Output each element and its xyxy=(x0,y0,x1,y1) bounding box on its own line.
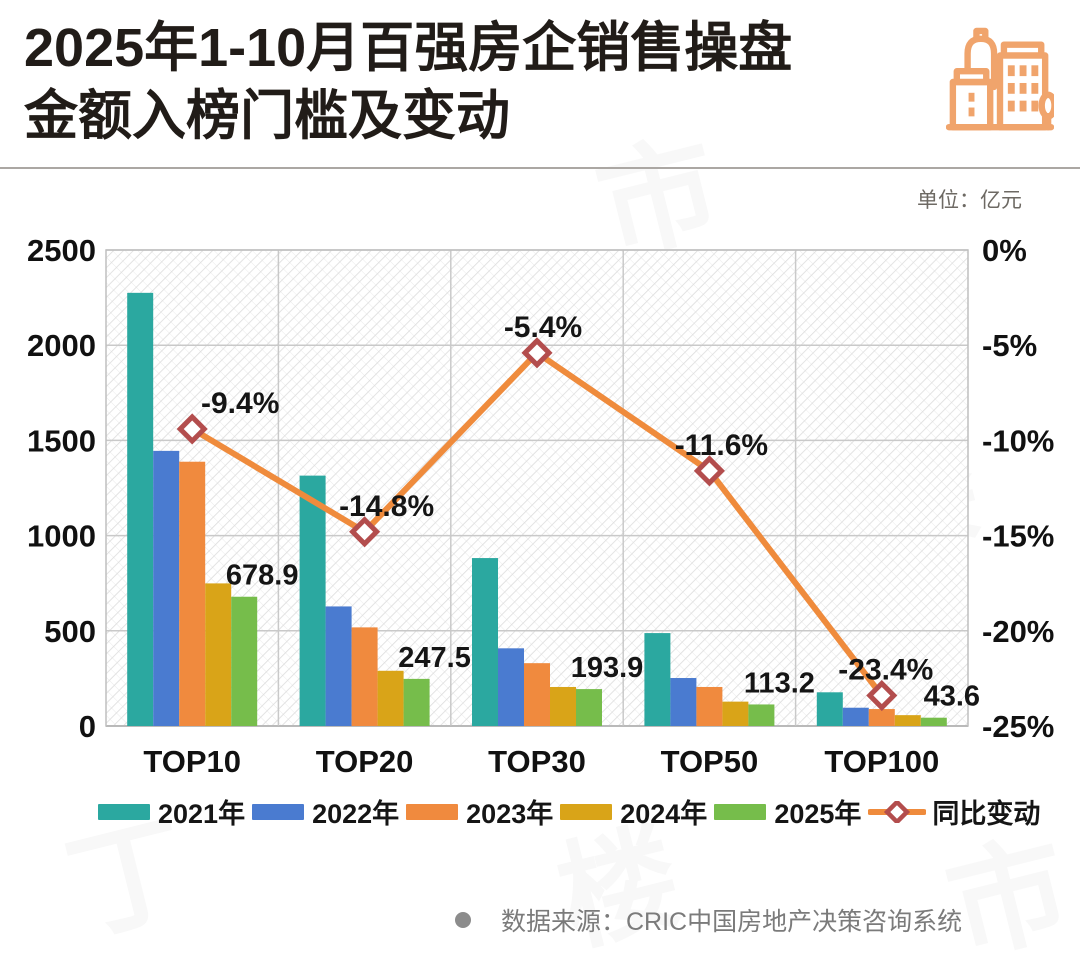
line-value-label: -14.8% xyxy=(339,490,434,523)
legend-label: 2022年 xyxy=(312,799,400,829)
left-axis-tick: 1000 xyxy=(27,519,96,554)
category-label: TOP10 xyxy=(143,744,241,779)
left-axis-tick: 500 xyxy=(44,614,96,649)
bullet-icon xyxy=(455,912,471,928)
bar-2024年-TOP50 xyxy=(722,701,749,726)
bar-2025年-TOP50 xyxy=(748,704,775,726)
right-axis-tick: -20% xyxy=(982,614,1054,649)
bar-2021年-TOP10 xyxy=(127,292,154,726)
bar-2021年-TOP100 xyxy=(816,692,843,726)
bar-2025年-TOP30 xyxy=(576,689,602,726)
line-marker-diamond xyxy=(693,455,725,487)
category-label: TOP100 xyxy=(824,744,939,779)
bar-2024年-TOP20 xyxy=(377,670,404,726)
watermark-text: 楼 xyxy=(545,810,693,968)
divider-line xyxy=(0,167,1080,169)
legend-label: 2024年 xyxy=(620,799,708,829)
bar-2021年-TOP30 xyxy=(472,558,498,726)
unit-label: 单位：亿元 xyxy=(917,189,1022,212)
page-title-line2: 金额入榜门槛及变动 xyxy=(24,86,510,147)
line-marker-diamond xyxy=(866,679,898,712)
bar-2022年-TOP10 xyxy=(153,450,180,726)
bar-value-label: 193.9 xyxy=(571,652,644,684)
bar-2022年-TOP100 xyxy=(842,707,869,726)
bar-2023年-TOP10 xyxy=(179,461,206,726)
bar-2023年-TOP20 xyxy=(351,627,378,726)
bar-2022年-TOP20 xyxy=(325,606,352,726)
bar-2025年-TOP100 xyxy=(920,717,947,726)
bar-2025年-TOP10 xyxy=(231,596,258,726)
line-value-label: -11.6% xyxy=(675,429,768,462)
bar-2024年-TOP30 xyxy=(550,686,576,726)
right-axis-tick: -10% xyxy=(982,423,1054,458)
bar-2022年-TOP30 xyxy=(498,648,524,726)
right-axis-tick: -5% xyxy=(982,328,1037,363)
bar-2023年-TOP30 xyxy=(524,663,550,726)
legend-label: 同比变动 xyxy=(932,799,1041,829)
line-value-label: -23.4% xyxy=(838,654,933,687)
right-axis-tick: -15% xyxy=(982,519,1054,554)
legend-label: 2021年 xyxy=(158,799,246,829)
bar-2023年-TOP100 xyxy=(868,709,895,726)
left-axis-tick: 2500 xyxy=(27,233,96,268)
line-marker-diamond xyxy=(521,337,553,369)
chart-canvas: 2500 2000 1500 1000 500 0 0% -5% -10% -15% -20% -25… xyxy=(27,233,1054,779)
left-axis-tick: 2000 xyxy=(27,328,96,363)
watermark-text: 市 xyxy=(935,820,1080,975)
category-label: TOP30 xyxy=(488,744,586,779)
bar-2024年-TOP100 xyxy=(894,715,921,726)
line-marker-diamond xyxy=(349,516,381,548)
legend-swatch xyxy=(714,803,767,820)
line-value-label: -9.4% xyxy=(201,387,279,420)
legend-item-2025年: 2025年 xyxy=(714,792,861,831)
bar-2025年-TOP20 xyxy=(403,678,430,726)
buildings-icon xyxy=(945,26,1058,143)
legend-line-marker-icon xyxy=(868,800,927,823)
bar-2022年-TOP50 xyxy=(670,678,697,726)
bar-value-label: 113.2 xyxy=(744,667,815,699)
bar-2021年-TOP50 xyxy=(644,633,671,726)
legend-item-2022年: 2022年 xyxy=(252,792,399,831)
legend-item-2023年: 2023年 xyxy=(406,792,553,831)
category-label: TOP50 xyxy=(661,744,759,779)
chart-legend: 2021年 2022年 2023年 2024年 2025年 同比变动 xyxy=(98,792,1058,831)
legend-swatch xyxy=(252,803,305,820)
legend-item-同比变动: 同比变动 xyxy=(868,792,1040,831)
line-marker-diamond xyxy=(176,413,208,445)
legend-label: 2023年 xyxy=(466,799,554,829)
bar-2024年-TOP10 xyxy=(205,583,232,726)
page-title: 2025年1-10月百强房企销售操盘 金额入榜门槛及变动 xyxy=(24,14,924,150)
legend-swatch xyxy=(406,803,459,820)
legend-item-2024年: 2024年 xyxy=(560,792,707,831)
bar-2021年-TOP20 xyxy=(299,475,326,726)
left-axis-tick: 0 xyxy=(79,709,96,744)
bar-value-label: 43.6 xyxy=(924,681,980,713)
bar-2023年-TOP50 xyxy=(696,686,723,726)
legend-label: 2025年 xyxy=(774,799,862,829)
legend-swatch xyxy=(560,803,613,820)
page-title-line1: 2025年1-10月百强房企销售操盘 xyxy=(24,18,793,78)
bar-value-label: 247.5 xyxy=(398,642,471,674)
legend-swatch xyxy=(98,803,150,820)
combo-chart: 2500 2000 1500 1000 500 0 0% -5% -10% -15% -20% -25… xyxy=(0,215,1080,800)
source-footer: 数据来源：CRIC中国房地产决策咨询系统 xyxy=(455,902,962,938)
right-axis-tick: 0% xyxy=(982,233,1027,268)
legend-item-2021年: 2021年 xyxy=(98,792,245,831)
left-axis-tick: 1500 xyxy=(27,423,96,458)
right-axis-tick: -25% xyxy=(982,709,1054,744)
line-value-label: -5.4% xyxy=(504,311,582,344)
category-label: TOP20 xyxy=(316,744,414,779)
source-text: 数据来源：CRIC中国房地产决策咨询系统 xyxy=(501,908,963,936)
bar-value-label: 678.9 xyxy=(226,560,299,592)
